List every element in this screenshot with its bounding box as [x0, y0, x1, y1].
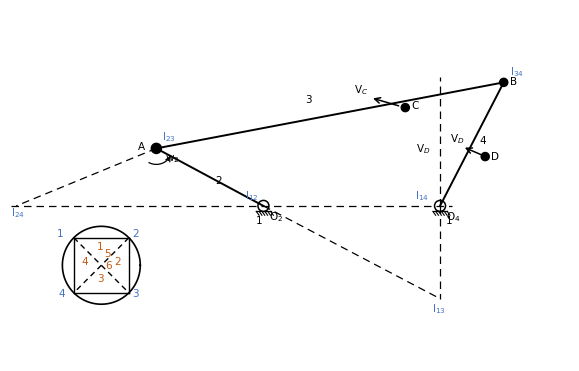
Text: I$_{14}$: I$_{14}$: [415, 189, 429, 203]
Text: O$_4$: O$_4$: [446, 210, 460, 224]
Text: 2: 2: [115, 257, 121, 267]
Text: 1: 1: [57, 229, 64, 239]
Text: 6: 6: [105, 261, 112, 271]
Text: C: C: [411, 101, 419, 111]
Circle shape: [401, 104, 409, 112]
Text: I$_{12}$: I$_{12}$: [245, 189, 259, 203]
Text: 4: 4: [58, 289, 65, 299]
Text: V$_D$: V$_D$: [416, 142, 430, 155]
Text: I$_{24}$: I$_{24}$: [11, 206, 25, 220]
Text: A: A: [138, 142, 145, 152]
Text: 3: 3: [97, 274, 104, 283]
Text: V$_C$: V$_C$: [354, 83, 369, 98]
Text: 2: 2: [215, 176, 222, 186]
Text: 2: 2: [132, 229, 138, 239]
Text: V$_D$: V$_D$: [450, 132, 464, 147]
Text: 1: 1: [97, 243, 104, 252]
Text: D: D: [491, 152, 499, 161]
Text: 1: 1: [446, 216, 453, 226]
Text: I$_{23}$: I$_{23}$: [162, 130, 176, 144]
Text: B: B: [510, 78, 517, 87]
Circle shape: [151, 144, 162, 153]
Text: 4: 4: [480, 136, 486, 146]
Text: 3: 3: [305, 95, 312, 105]
Text: 4: 4: [82, 257, 88, 267]
Text: I$_{34}$: I$_{34}$: [510, 65, 523, 79]
Text: 3: 3: [132, 289, 138, 299]
Text: 5: 5: [104, 249, 111, 259]
Circle shape: [500, 78, 508, 86]
Text: w$_2$: w$_2$: [166, 153, 179, 165]
Text: I$_{13}$: I$_{13}$: [432, 303, 446, 316]
Circle shape: [481, 152, 489, 161]
Text: O$_2$: O$_2$: [269, 210, 284, 224]
Text: 1: 1: [255, 216, 262, 226]
